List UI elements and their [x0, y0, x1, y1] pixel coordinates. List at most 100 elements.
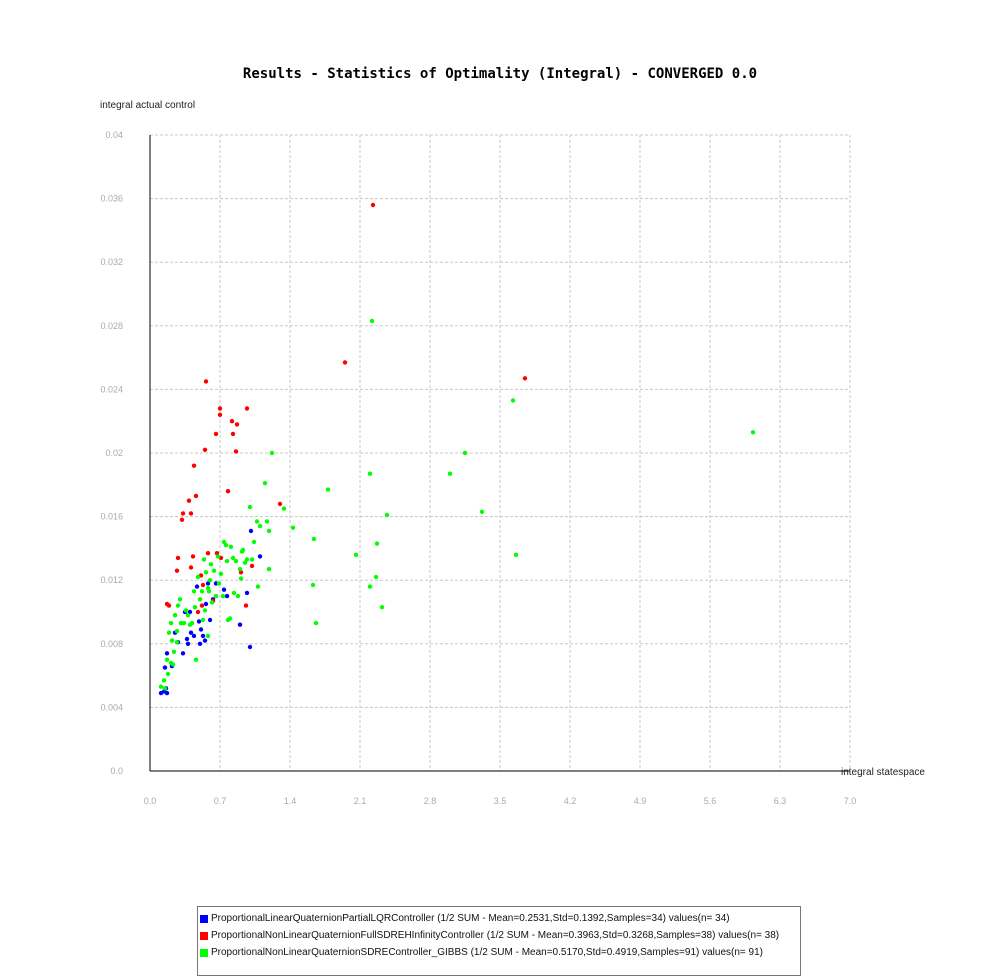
data-point-series-2 — [249, 563, 255, 569]
legend-swatch — [200, 914, 208, 923]
data-point-series-3 — [353, 552, 359, 557]
x-tick-label: 7.0 — [844, 796, 857, 806]
data-point-series-3 — [262, 481, 268, 486]
data-point-series-3 — [240, 547, 246, 553]
data-point-series-3 — [164, 657, 170, 662]
data-point-series-1 — [207, 617, 213, 623]
data-point-series-3 — [750, 430, 756, 435]
data-point-series-1 — [197, 641, 203, 646]
data-point-series-3 — [158, 684, 164, 689]
data-point-series-2 — [217, 412, 223, 417]
data-point-series-3 — [238, 576, 244, 581]
y-tick-label: 0.016 — [100, 512, 123, 522]
data-point-series-3 — [191, 589, 197, 594]
data-point-series-3 — [233, 558, 239, 564]
scatter-chart: Results - Statistics of Optimality (Inte… — [100, 66, 925, 806]
data-point-series-1 — [162, 665, 168, 670]
data-point-series-3 — [169, 638, 175, 643]
data-point-series-2 — [217, 406, 223, 411]
x-tick-label: 6.3 — [774, 796, 787, 806]
x-tick-label: 2.1 — [354, 796, 367, 806]
data-point-series-3 — [165, 671, 171, 677]
data-point-series-3 — [251, 539, 257, 545]
data-point-series-3 — [255, 584, 261, 589]
x-tick-label: 3.5 — [494, 796, 507, 806]
data-point-series-3 — [247, 504, 253, 510]
data-point-series-3 — [183, 608, 189, 613]
data-points — [158, 202, 756, 696]
data-point-series-3 — [172, 613, 178, 618]
data-point-series-3 — [221, 539, 227, 545]
data-point-series-1 — [247, 644, 253, 650]
data-point-series-3 — [369, 318, 375, 324]
data-point-series-3 — [223, 543, 229, 548]
legend-label: ProportionalNonLinearQuaternionSDREContr… — [211, 947, 763, 958]
data-point-series-3 — [367, 584, 373, 589]
y-axis-label: integral actual control — [100, 100, 195, 111]
data-point-series-1 — [196, 619, 202, 624]
data-point-series-1 — [188, 630, 194, 635]
legend: ProportionalLinearQuaternionPartialLQRCo… — [197, 906, 801, 976]
data-point-series-3 — [192, 605, 198, 610]
data-point-series-3 — [211, 568, 217, 573]
grid — [150, 134, 851, 771]
data-point-series-3 — [237, 566, 243, 572]
data-point-series-3 — [175, 603, 181, 608]
data-point-series-3 — [162, 686, 168, 691]
data-point-series-3 — [249, 557, 255, 562]
x-axis-label: integral statespace — [841, 767, 925, 778]
data-point-series-1 — [185, 641, 191, 646]
data-point-series-3 — [168, 620, 174, 626]
chart-title: Results - Statistics of Optimality (Inte… — [243, 66, 757, 82]
data-point-series-3 — [209, 600, 215, 605]
data-point-series-2 — [277, 501, 283, 507]
data-point-series-3 — [384, 512, 390, 518]
data-point-series-3 — [266, 528, 272, 534]
y-tick-label: 0.028 — [100, 321, 123, 331]
data-point-series-2 — [243, 603, 249, 608]
data-point-series-3 — [244, 557, 250, 562]
data-point-series-1 — [198, 627, 204, 632]
data-point-series-1 — [248, 528, 254, 534]
data-point-series-3 — [197, 597, 203, 602]
data-point-series-3 — [479, 509, 485, 514]
data-point-series-3 — [177, 597, 183, 602]
data-point-series-3 — [189, 620, 195, 626]
data-point-series-2 — [370, 202, 376, 208]
y-tick-label: 0.024 — [100, 384, 123, 394]
data-point-series-3 — [313, 620, 319, 626]
legend-item: ProportionalNonLinearQuaternionSDREContr… — [200, 944, 798, 961]
data-point-series-3 — [230, 555, 236, 561]
legend-swatch — [200, 948, 208, 957]
data-point-series-2 — [244, 406, 250, 411]
data-point-series-3 — [310, 582, 316, 588]
y-tick-label: 0.032 — [100, 257, 123, 267]
data-point-series-3 — [200, 617, 206, 623]
data-point-series-3 — [269, 450, 275, 456]
data-point-series-1 — [164, 651, 170, 656]
data-point-series-3 — [311, 536, 317, 542]
data-point-series-3 — [374, 541, 380, 546]
axes — [149, 135, 850, 772]
data-point-series-1 — [224, 593, 230, 599]
data-point-series-2 — [229, 419, 235, 424]
data-point-series-2 — [522, 376, 528, 381]
data-point-series-3 — [264, 519, 270, 524]
data-point-series-2 — [342, 360, 348, 365]
data-point-series-2 — [186, 498, 192, 503]
data-point-series-3 — [462, 450, 468, 456]
x-tick-label: 0.0 — [144, 796, 157, 806]
tick-labels: 0.0 0.7 1.4 2.1 2.8 3.5 4.2 4.9 5.6 6.3 7.0 0.0 0.00… — [100, 130, 856, 806]
data-point-series-2 — [188, 565, 194, 570]
data-point-series-3 — [367, 471, 373, 476]
data-point-series-3 — [216, 581, 222, 586]
data-point-series-3 — [161, 678, 167, 683]
data-point-series-1 — [191, 633, 197, 639]
data-point-series-2 — [174, 568, 180, 573]
data-point-series-3 — [325, 487, 331, 492]
data-point-series-2 — [225, 489, 231, 494]
data-point-series-3 — [220, 593, 226, 599]
legend-item: ProportionalLinearQuaternionPartialLQRCo… — [200, 910, 798, 927]
data-point-series-2 — [203, 379, 209, 384]
data-point-series-1 — [200, 633, 206, 639]
